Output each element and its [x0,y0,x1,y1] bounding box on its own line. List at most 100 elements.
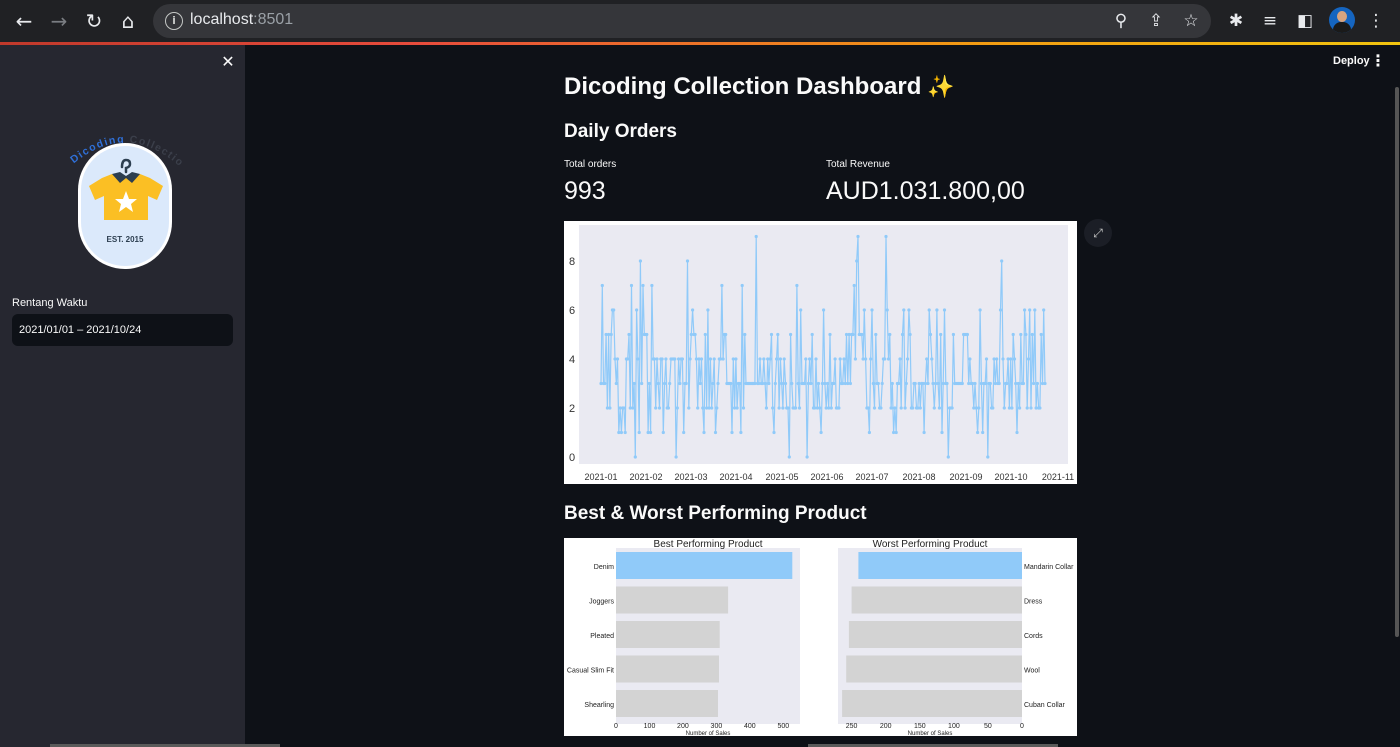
data-point [804,357,808,361]
data-point [1032,381,1036,386]
data-point [799,308,803,312]
best-bar [616,586,729,614]
horizontal-scrollbar-right[interactable] [808,744,1058,747]
data-point [986,455,990,459]
best-bar [616,552,793,579]
data-point [1007,406,1011,410]
data-point [778,357,782,361]
data-point [825,381,830,386]
date-range-input[interactable]: 2021/01/01 – 2021/10/24 [12,314,233,346]
data-point [657,406,662,410]
data-point [777,406,781,410]
data-point [763,381,767,386]
data-point [618,406,622,410]
data-point [993,381,997,386]
data-point [902,308,906,312]
data-point [1030,332,1034,337]
data-point [973,381,977,386]
data-point [897,381,901,386]
data-point [678,381,682,386]
data-point [699,357,704,361]
data-point [844,332,849,337]
data-point [815,406,819,410]
side-panel-icon[interactable]: ◧ [1296,11,1314,31]
data-point [652,357,656,361]
worst-x-tick: 250 [846,723,858,730]
site-info-icon[interactable]: i [165,12,183,30]
data-point [886,357,891,361]
media-queue-icon[interactable]: ≡ [1262,11,1278,31]
data-point [617,430,621,435]
data-point [855,259,859,263]
url-text[interactable]: localhost:8501 [190,11,294,28]
data-point [646,430,650,435]
back-arrow-icon[interactable]: ← [15,9,33,33]
best-bar [616,655,719,683]
data-point [934,381,938,386]
data-point [664,357,668,361]
data-point [743,332,747,337]
data-point [733,406,737,410]
worst-bar [846,655,1022,683]
data-point [713,430,718,435]
share-icon[interactable]: ⇪ [1148,11,1164,31]
reload-icon[interactable]: ↻ [85,9,103,33]
zoom-icon[interactable]: ⚲ [1114,11,1128,31]
browser-menu-kebab-icon[interactable]: ⋮ [1367,11,1385,31]
horizontal-scrollbar-left[interactable] [50,744,280,747]
data-point [735,406,739,410]
data-point [628,406,632,410]
forward-arrow-icon[interactable]: → [50,9,68,33]
data-point [635,308,639,312]
fullscreen-expand-icon[interactable]: ⤢ [1084,219,1112,247]
data-point [861,357,865,361]
y-tick-label: 6 [569,305,575,317]
data-point [856,234,860,239]
data-point [809,381,813,386]
data-point [773,381,777,386]
data-point [829,406,833,410]
close-sidebar-icon[interactable]: ✕ [221,52,235,71]
data-point [904,381,908,386]
data-point [724,332,728,337]
y-tick-label: 0 [569,452,575,464]
scrollbar-thumb[interactable] [1395,87,1399,637]
app-menu-kebab-icon[interactable]: ⋮ [1370,51,1386,70]
data-point [816,381,821,386]
data-point [740,283,744,288]
data-point [927,308,931,312]
data-point [622,406,626,410]
data-point [734,357,738,361]
data-point [848,381,852,386]
logo-est-text: EST. 2015 [107,235,144,244]
data-point [650,283,654,288]
data-point [1009,357,1013,361]
data-point [889,406,893,410]
data-point [824,406,828,410]
address-bar[interactable]: i localhost:8501 ⚲ ⇪ ☆ [153,4,1211,38]
data-point [851,332,855,337]
bookmark-star-icon[interactable]: ☆ [1183,11,1199,31]
data-point [983,381,987,386]
best-x-tick: 0 [614,723,618,730]
data-point [900,332,905,337]
x-tick-label: 2021-06 [810,472,843,482]
data-point [866,406,870,410]
data-point [600,283,604,288]
data-point [803,381,807,386]
data-point [636,357,640,361]
data-point [783,381,788,386]
best-x-tick: 300 [711,723,723,730]
data-point [883,357,887,361]
data-point [977,406,981,410]
data-point [879,406,883,410]
profile-avatar[interactable] [1329,7,1355,33]
best-bar [616,690,718,717]
deploy-button[interactable]: Deploy [1333,55,1370,67]
data-point [965,332,969,337]
extensions-puzzle-icon[interactable]: ✱ [1228,11,1244,31]
best-category-label: Pleated [590,633,614,640]
data-point [1005,381,1009,386]
data-point [655,357,659,361]
home-icon[interactable]: ⌂ [121,9,135,33]
